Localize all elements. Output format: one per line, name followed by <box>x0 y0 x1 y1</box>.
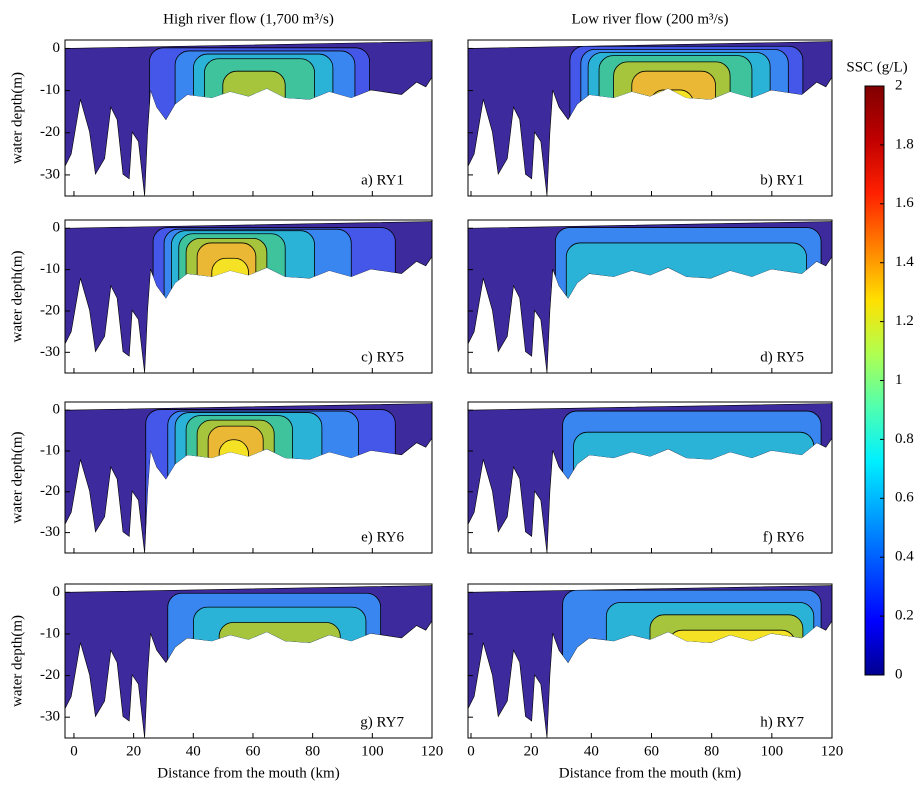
panel-label: a) RY1 <box>361 172 404 188</box>
x-tick-label: 100 <box>761 743 784 759</box>
y-tick-label: 0 <box>53 402 61 418</box>
plume-layer <box>222 70 286 197</box>
panel-label: e) RY6 <box>361 529 404 545</box>
panel-label: g) RY7 <box>360 714 404 730</box>
y-tick-label: -30 <box>40 344 60 360</box>
colorbar-tick-label: 1.2 <box>895 313 914 329</box>
axes-box <box>64 39 433 197</box>
axes-box <box>467 401 833 554</box>
x-tick-label: 40 <box>584 743 599 759</box>
column-title: Low river flow (200 m³/s) <box>572 11 729 27</box>
x-tick-label: 0 <box>467 743 475 759</box>
plume-layer <box>649 89 695 197</box>
x-tick-label: 80 <box>305 743 320 759</box>
y-tick-label: -20 <box>40 667 60 683</box>
axes-box <box>64 583 433 739</box>
y-axis-label: water depth(m) <box>9 250 25 342</box>
colorbar-tick-label: 1 <box>895 372 903 388</box>
plume-layer <box>218 622 341 738</box>
plume-layer <box>211 257 249 373</box>
colorbar-tick-label: 1.4 <box>895 254 914 270</box>
colorbar-tick-label: 0.2 <box>895 608 914 624</box>
y-tick-label: 0 <box>53 584 61 600</box>
plume-layer <box>631 70 716 197</box>
axes-box <box>467 583 833 739</box>
axes-box <box>467 219 833 374</box>
x-axis-label: Distance from the mouth (km) <box>157 765 339 781</box>
x-tick-label: 20 <box>126 743 141 759</box>
y-tick-label: -20 <box>40 124 60 140</box>
colorbar-tick-label: 0 <box>895 666 903 682</box>
x-axis-label: Distance from the mouth (km) <box>559 765 741 781</box>
y-tick-label: -30 <box>40 166 60 182</box>
y-tick-label: -30 <box>40 524 60 540</box>
x-tick-label: 60 <box>245 743 260 759</box>
panel-label: b) RY1 <box>760 172 804 188</box>
axes-box <box>467 39 833 197</box>
x-tick-label: 120 <box>821 743 844 759</box>
x-tick-label: 20 <box>524 743 539 759</box>
y-tick-label: 0 <box>53 40 61 56</box>
colorbar-tick-label: 0.6 <box>895 490 914 506</box>
axes-box <box>64 401 433 554</box>
plume <box>149 47 371 197</box>
y-tick-label: -10 <box>40 442 60 458</box>
colorbar-title: SSC (g/L) <box>846 59 907 75</box>
plume-layer <box>573 431 815 553</box>
y-tick-label: -30 <box>40 709 60 725</box>
y-tick-label: -10 <box>40 82 60 98</box>
colorbar-tick-label: 0.4 <box>895 549 914 565</box>
panel-label: f) RY6 <box>763 529 805 545</box>
y-tick-label: -10 <box>40 261 60 277</box>
colorbar-tick-label: 0.8 <box>895 431 914 447</box>
column-title: High river flow (1,700 m³/s) <box>163 11 334 27</box>
x-tick-label: 100 <box>361 743 384 759</box>
y-tick-label: -10 <box>40 625 60 641</box>
plume <box>554 227 822 373</box>
x-tick-label: 40 <box>186 743 201 759</box>
panel-label: c) RY5 <box>361 349 404 365</box>
plume-layer <box>667 629 797 738</box>
x-tick-label: 80 <box>704 743 719 759</box>
plume-layer <box>218 439 249 553</box>
y-tick-label: 0 <box>53 220 61 236</box>
plume <box>145 409 396 553</box>
plume <box>569 45 804 197</box>
y-axis-label: water depth(m) <box>9 431 25 523</box>
y-axis-label: water depth(m) <box>9 72 25 164</box>
plume <box>562 410 822 553</box>
x-tick-label: 120 <box>421 743 444 759</box>
panel-label: d) RY5 <box>760 349 804 365</box>
y-tick-label: -20 <box>40 483 60 499</box>
x-tick-label: 60 <box>644 743 659 759</box>
y-axis-label: water depth(m) <box>9 615 25 707</box>
axes-box <box>64 219 433 374</box>
plume <box>167 592 382 738</box>
x-tick-label: 0 <box>70 743 78 759</box>
y-tick-label: -20 <box>40 302 60 318</box>
colorbar-tick-label: 2 <box>895 77 903 93</box>
plume <box>152 227 396 373</box>
colorbar-tick-label: 1.6 <box>895 195 914 211</box>
panel-label: h) RY7 <box>760 714 804 730</box>
colorbar-tick-label: 1.8 <box>895 136 914 152</box>
